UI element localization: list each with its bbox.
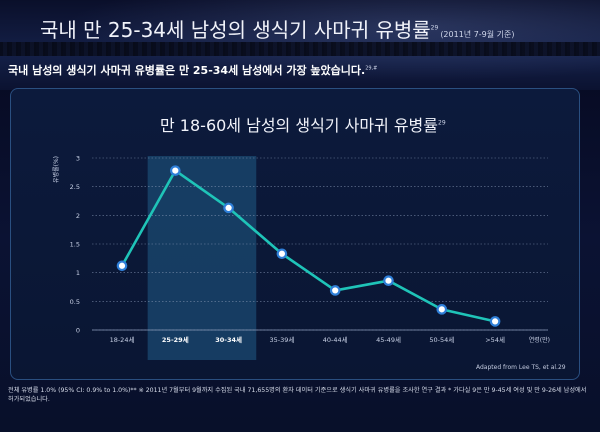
y-tick-label: 0.5 [70, 298, 80, 306]
y-tick-label: 1 [76, 269, 80, 277]
data-point [436, 304, 448, 315]
y-tick-label: 3 [76, 155, 80, 163]
data-point [276, 248, 288, 260]
data-point [116, 260, 128, 272]
y-tick-label: 0 [76, 327, 80, 335]
data-point [170, 165, 181, 176]
data-point [383, 275, 394, 286]
series-line [120, 169, 496, 323]
y-tick-label: 2 [76, 212, 80, 220]
x-tick-label: 18-24세 [110, 335, 135, 344]
x-tick-label: 30-34세 [215, 335, 242, 344]
x-tick-label: 45-49세 [376, 335, 401, 344]
data-point [489, 316, 501, 327]
data-point [329, 285, 341, 296]
x-tick-label: 40-44세 [323, 335, 348, 344]
y-tick-label: 2.5 [70, 183, 80, 191]
footnote: 전체 유병률 1.0% (95% CI: 0.9% to 1.0%)** ※ 2… [8, 387, 587, 403]
page-subtitle: 국내 남성의 생식기 사마귀 유병률은 만 25-34세 남성에서 가장 높았습… [8, 64, 378, 77]
y-tick-label: 1.5 [70, 241, 80, 249]
chart-panel [10, 88, 580, 380]
x-tick-label: 25-29세 [162, 335, 189, 344]
page-title: 국내 만 25-34세 남성의 생식기 사마귀 유병률29(2011년 7-9월… [40, 18, 515, 42]
chart-title: 만 18-60세 남성의 생식기 사마귀 유병률29 [160, 116, 446, 135]
data-point [223, 202, 234, 214]
source-credit: Adapted from Lee TS, et al.29 [476, 364, 566, 371]
x-axis-label: 연령(만) [529, 336, 550, 344]
y-axis-label: 유병률(%) [52, 156, 60, 183]
treeline-silhouette [0, 42, 600, 56]
x-tick-label: 35-39세 [269, 335, 294, 344]
x-tick-label: 50-54세 [429, 335, 454, 344]
x-tick-label: >54세 [485, 335, 505, 344]
